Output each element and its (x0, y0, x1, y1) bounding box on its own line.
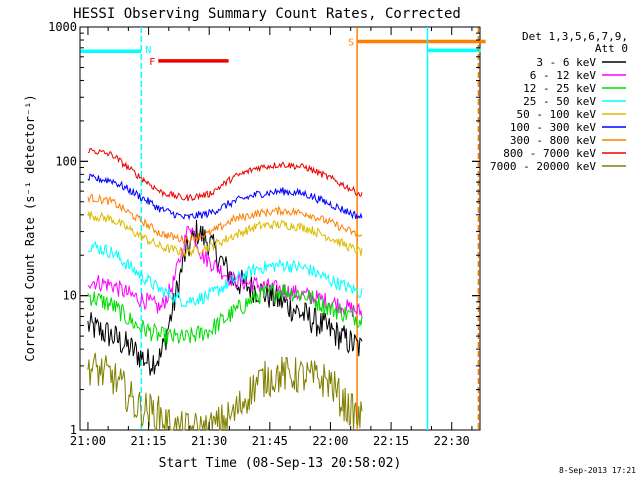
y-tick-label: 1 (70, 423, 77, 437)
x-tick-label: 21:00 (70, 434, 106, 448)
legend-entry-label: 50 - 100 keV (517, 108, 597, 121)
y-tick-label: 10 (63, 289, 77, 303)
series-line (87, 219, 363, 376)
x-tick-label: 22:00 (312, 434, 348, 448)
x-axis-label: Start Time (08-Sep-13 20:58:02) (159, 456, 402, 471)
y-tick-label: 100 (55, 154, 77, 168)
legend-entry-label: 3 - 6 keV (536, 56, 596, 69)
x-tick-label: 21:45 (252, 434, 288, 448)
legend-entry-label: 100 - 300 keV (510, 121, 596, 134)
y-tick-label: 1000 (48, 20, 77, 34)
y-axis-label: Corrected Count Rate (s⁻¹ detector⁻¹) (23, 94, 37, 361)
series-line (87, 193, 363, 245)
legend-entry-label: 6 - 12 keV (530, 69, 597, 82)
legend-entry-label: 300 - 800 keV (510, 134, 596, 147)
chart-title: HESSI Observing Summary Count Rates, Cor… (73, 6, 461, 22)
plot-frame (79, 26, 481, 431)
state-flag-label: N (145, 45, 151, 56)
legend-entry-label: 25 - 50 keV (523, 95, 596, 108)
legend-header-2: Att 0 (595, 42, 628, 55)
x-axis: 21:00 21:15 21:30 21:45 22:00 22:15 22:30 (70, 27, 473, 448)
state-flag-label: F (149, 57, 155, 68)
series-line (87, 241, 363, 308)
state-flags: FN S (80, 37, 486, 68)
legend-entry-label: 800 - 7000 keV (503, 147, 596, 160)
x-tick-label: 22:15 (373, 434, 409, 448)
x-tick-label: 22:30 (434, 434, 470, 448)
legend-entry-label: 12 - 25 keV (523, 82, 596, 95)
series-line (87, 352, 363, 431)
series-line (87, 284, 363, 346)
series-line (87, 225, 363, 318)
series-line (87, 147, 363, 202)
vertical-markers (140, 27, 480, 430)
timestamp: 8-Sep-2013 17:21 (559, 466, 636, 475)
legend-entry-label: 7000 - 20000 keV (490, 160, 596, 173)
x-tick-label: 21:30 (191, 434, 227, 448)
legend-header-1: Det 1,3,5,6,7,9, (522, 30, 628, 43)
data-series (87, 147, 363, 431)
state-flag-label: S (348, 37, 354, 48)
series-line (87, 211, 363, 258)
x-tick-label: 21:15 (131, 434, 167, 448)
series-line (87, 173, 363, 221)
y-axis: 1 10 100 1000 (48, 20, 480, 437)
